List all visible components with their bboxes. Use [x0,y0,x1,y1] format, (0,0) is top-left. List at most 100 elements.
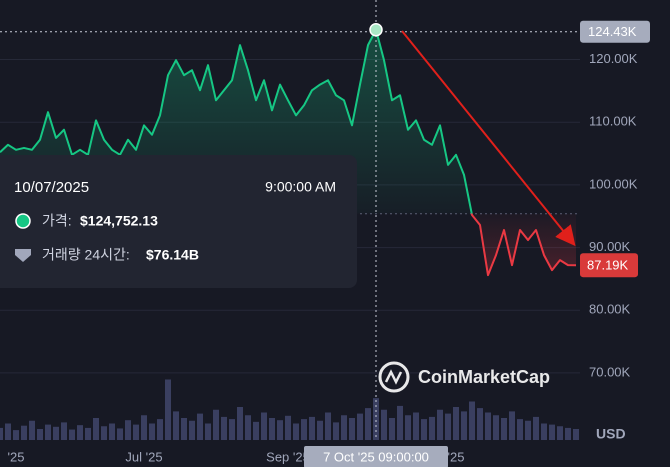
volume-bar [173,411,179,440]
volume-bar [237,407,243,440]
volume-bar [189,420,195,440]
volume-bar [125,420,131,440]
volume-bar [485,412,491,440]
volume-bar [325,412,331,440]
watermark: CoinMarketCap [378,361,550,393]
x-tick-label: Jul '25 [125,449,162,464]
volume-bar [261,412,267,440]
y-tick-label: 110.00K [589,114,637,129]
volume-bar [205,423,211,440]
volume-bar [157,419,163,440]
volume-bar [5,423,11,440]
volume-bar [85,427,91,440]
volume-bar [501,418,507,440]
volume-bar [541,423,547,440]
volume-bar [133,424,139,440]
volume-bar [549,424,555,440]
volume-bar [53,426,59,440]
volume-bar [109,423,115,440]
volume-bar [77,425,83,440]
volume-bar [373,398,379,440]
y-tick-label: 100.00K [589,176,638,191]
volume-bar [245,415,251,440]
crosshair-price-box [580,20,650,43]
tooltip-date: 10/07/2025 [14,179,89,196]
volume-bar [525,420,531,440]
volume-bar [477,408,483,440]
volume-bar [45,424,51,440]
volume-bar [341,415,347,440]
volume-bar [181,418,187,440]
y-tick-label: 90.00K [589,239,631,254]
last-price-label: 87.19K [587,258,629,273]
volume-bar [229,419,235,440]
volume-bar [357,413,363,440]
volume-bar [93,418,99,440]
volume-bar [317,420,323,440]
x-tick-label: '25 [8,449,25,464]
volume-bar [437,409,443,440]
x-tick-label: '25 [448,449,465,464]
volume-bar [445,413,451,440]
volume-bar [269,418,275,440]
volume-bar [69,429,75,440]
tooltip-box [0,155,357,288]
volume-bar [197,413,203,440]
annotation-arrow [401,30,576,247]
volume-bar [141,415,147,440]
volume-bar [517,419,523,440]
volume-bar [213,409,219,440]
price-icon [15,213,31,229]
volume-bar [469,401,475,440]
volume-value: $76.14B [146,247,199,263]
y-tick-label: 70.00K [589,364,631,379]
volume-bar [149,423,155,440]
crosshair-date-box [304,446,448,467]
currency-label: USD [596,426,626,442]
volume-bar [117,428,123,440]
watermark-text: CoinMarketCap [418,367,550,387]
price-value: $124,752.13 [80,213,158,229]
volume-bar [405,415,411,440]
price-label: 가격: [42,213,72,229]
volume-bar [165,379,171,440]
volume-bar [381,409,387,440]
volume-bar [365,408,371,440]
volume-bar [293,423,299,440]
volume-bar [461,411,467,440]
crosshair-point [369,23,383,37]
y-tick-label: 120.00K [589,51,638,66]
volume-bar [13,430,19,440]
price-line [0,28,577,277]
tooltip: 10/07/2025 9:00:00 AM 가격: $124,752.13 거래… [0,155,357,288]
volume-bar [101,426,107,440]
volume-bar [333,422,339,440]
volume-bar [429,416,435,440]
volume-bar [397,405,403,440]
volume-bar [421,419,427,440]
volume-bar [0,427,3,440]
volume-bar [309,416,315,440]
last-price-box [580,253,638,278]
tooltip-time: 9:00:00 AM [265,179,336,195]
volume-bar [221,416,227,440]
volume-bar [493,415,499,440]
volume-bar [301,419,307,440]
volume-bar [285,415,291,440]
volume-bar [37,429,43,440]
crosshair-price-label: 124.43K [588,24,637,39]
volume-bar [573,429,579,440]
volume-bar [21,425,27,440]
volume-bar [453,407,459,440]
volume-bar [509,411,515,440]
volume-bar [253,421,259,440]
volume-bar [349,418,355,440]
crosshair-date-label: 7 Oct '25 09:00:00 [323,449,429,464]
volume-icon [15,249,31,262]
volume-bar [61,422,67,440]
y-tick-label: 80.00K [589,302,631,317]
volume-bar [413,412,419,440]
volume-label: 거래량 24시간: [42,247,130,263]
